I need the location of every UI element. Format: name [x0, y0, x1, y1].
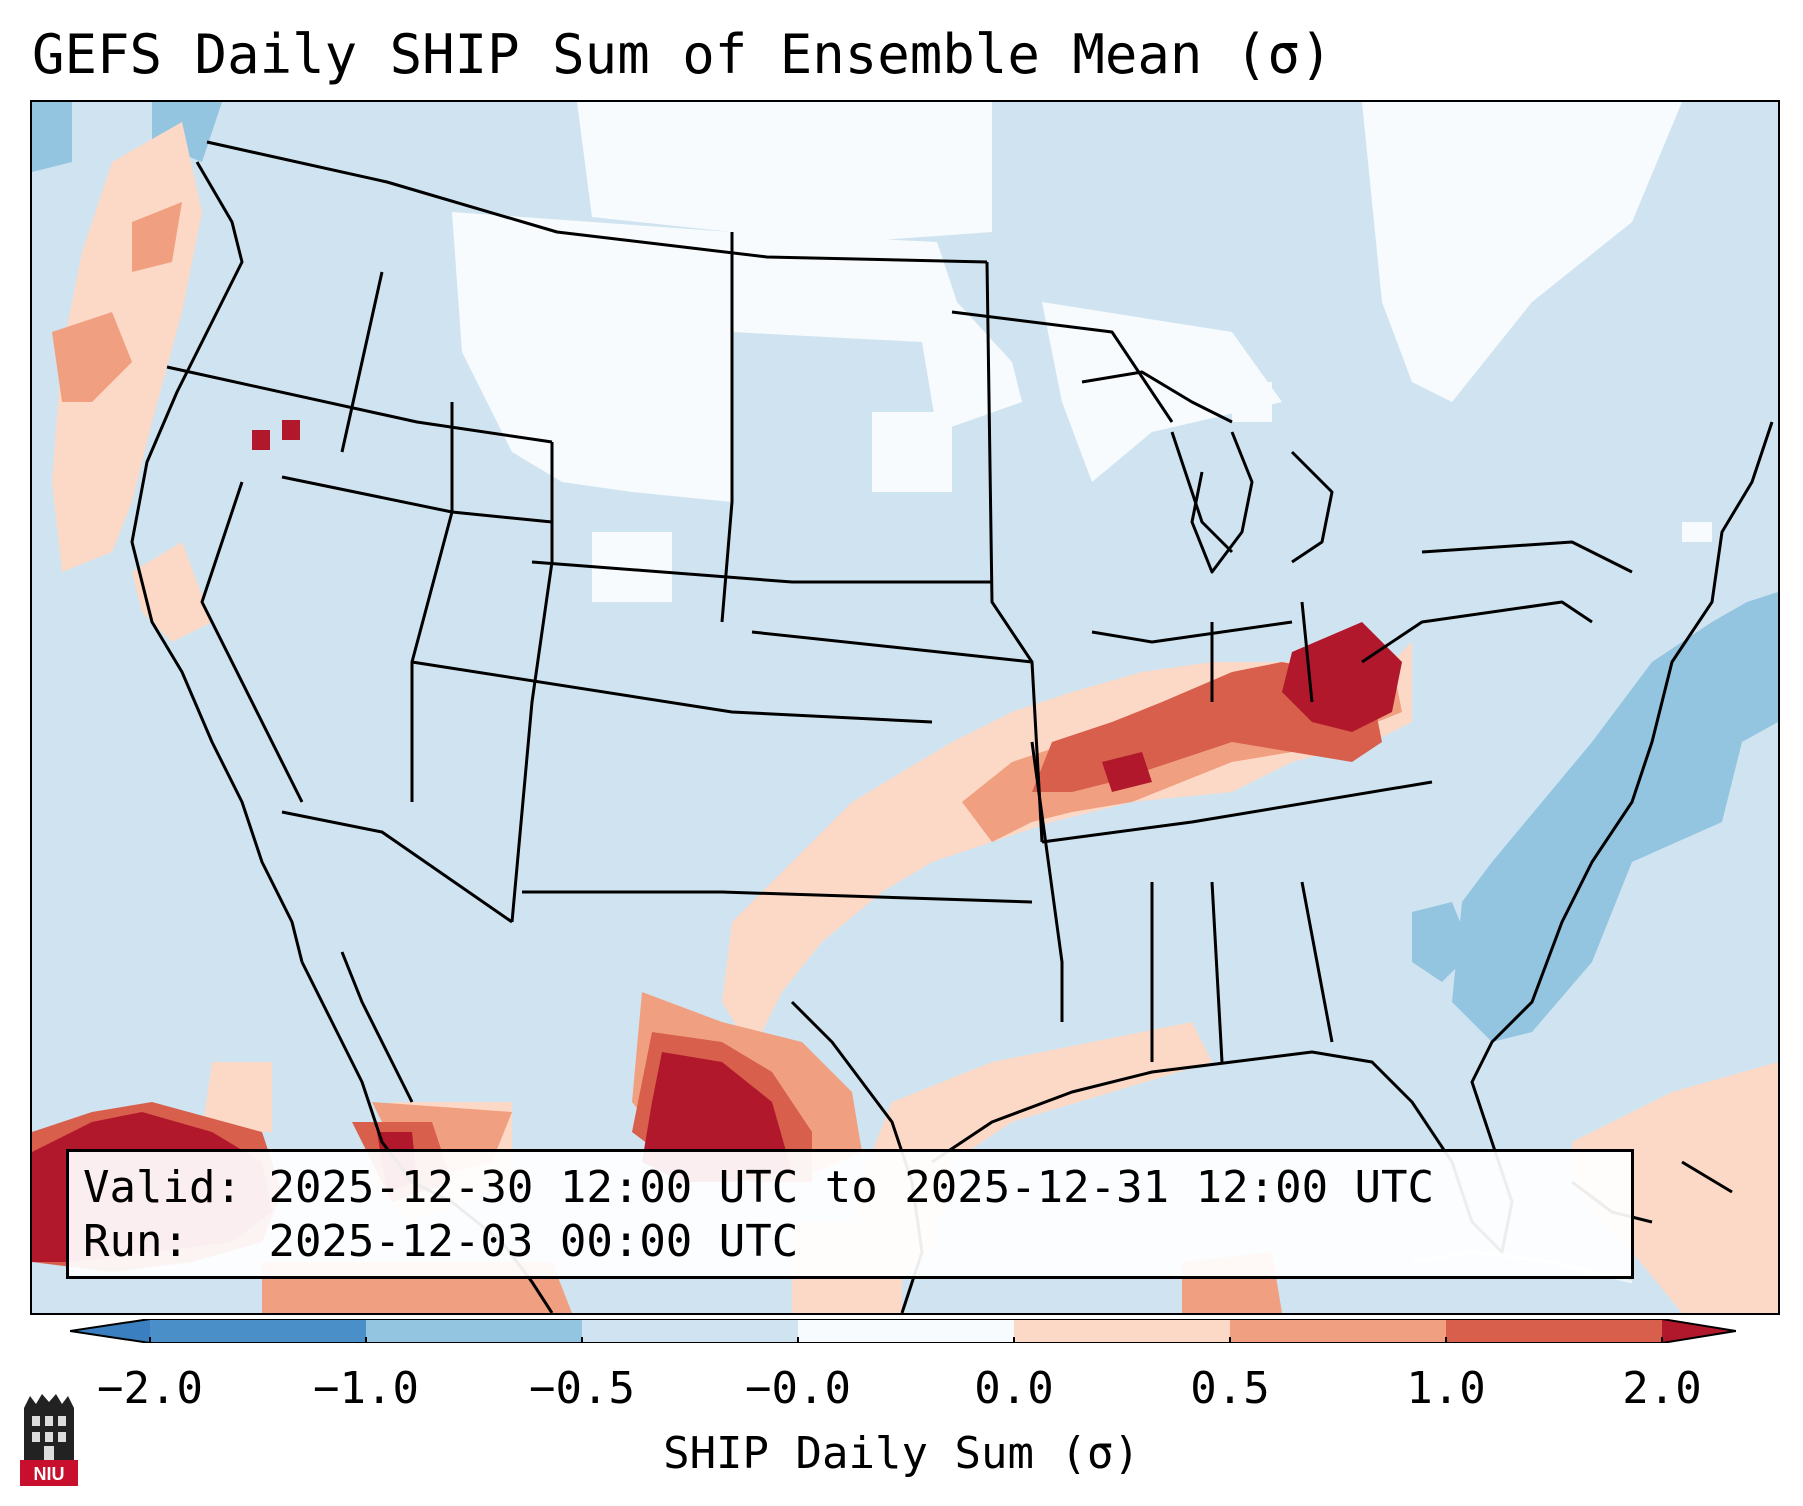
colorbar-tick-label: −0.0	[745, 1363, 851, 1414]
valid-run-info-box: Valid: 2025-12-30 12:00 UTC to 2025-12-3…	[66, 1149, 1634, 1279]
colorbar-over-extend	[1662, 1319, 1736, 1343]
colorbar-tick-label: −1.0	[313, 1363, 419, 1414]
niu-logo: NIU	[20, 1394, 78, 1486]
colorbar-tick-label: −2.0	[97, 1363, 203, 1414]
valid-label: Valid:	[83, 1162, 242, 1213]
colorbar-under-extend	[70, 1319, 150, 1343]
logo-badge	[20, 1460, 78, 1486]
colorbar-tick-label: 1.0	[1406, 1363, 1486, 1414]
colorbar-segment-2	[366, 1319, 582, 1343]
colorbar-segment-5	[1014, 1319, 1230, 1343]
state-borders	[130, 140, 1633, 1063]
run-label: Run:	[83, 1216, 189, 1267]
colorbar-segment-7	[1446, 1319, 1662, 1343]
chart-title: GEFS Daily SHIP Sum of Ensemble Mean (σ)	[32, 23, 1333, 86]
colorbar-segment-3	[582, 1319, 798, 1343]
colorbar-tick-label: −0.5	[529, 1363, 635, 1414]
colorbar	[70, 1319, 1736, 1343]
run-line: Run: 2025-12-03 00:00 UTC	[83, 1216, 798, 1268]
colorbar-tick-label: 0.0	[974, 1363, 1054, 1414]
valid-value: 2025-12-30 12:00 UTC to 2025-12-31 12:00…	[268, 1162, 1435, 1213]
colorbar-tick-label: 2.0	[1622, 1363, 1702, 1414]
logo-tower-icon	[24, 1394, 74, 1460]
run-value: 2025-12-03 00:00 UTC	[268, 1216, 799, 1267]
map-panel	[30, 100, 1780, 1315]
near-zero-areas	[452, 102, 1712, 602]
negative-anomaly-areas	[32, 102, 1778, 1042]
ship-map	[32, 102, 1778, 1313]
colorbar-tick-label: 0.5	[1190, 1363, 1270, 1414]
colorbar-ticks	[149, 1337, 1663, 1343]
colorbar-segment-1	[150, 1319, 366, 1343]
logo-text: NIU	[34, 1464, 65, 1484]
colorbar-segment-4	[798, 1319, 1014, 1343]
colorbar-label: SHIP Daily Sum (σ)	[663, 1428, 1140, 1479]
valid-line: Valid: 2025-12-30 12:00 UTC to 2025-12-3…	[83, 1162, 1434, 1214]
colorbar-segment-6	[1230, 1319, 1446, 1343]
